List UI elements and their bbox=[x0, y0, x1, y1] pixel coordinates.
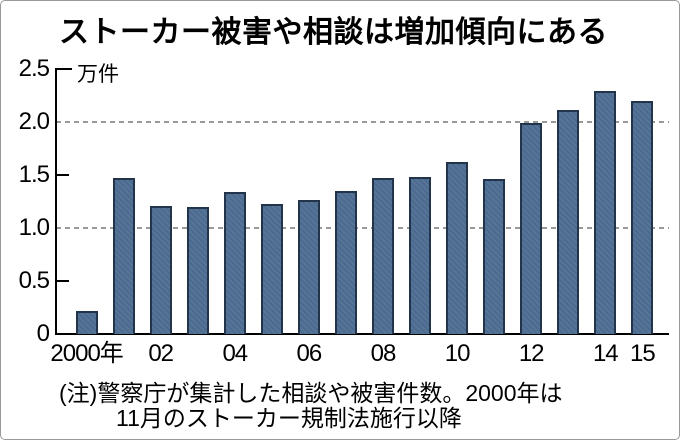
bar-2012 bbox=[520, 123, 542, 334]
x-tick-label-2006: 06 bbox=[296, 340, 323, 367]
x-tick-label-2002: 02 bbox=[148, 340, 174, 367]
bar-2001 bbox=[113, 178, 135, 334]
bar-2004 bbox=[224, 192, 246, 334]
y-tick-1.5 bbox=[56, 174, 69, 176]
y-tick-label-2.0: 2.0 bbox=[18, 108, 50, 135]
y-tick-label-2.5: 2.5 bbox=[18, 55, 50, 82]
chart-title: ストーカー被害や相談は増加傾向にある bbox=[59, 16, 608, 49]
bar-2011 bbox=[483, 179, 505, 334]
y-axis-unit-label: 万件 bbox=[77, 63, 119, 86]
y-axis bbox=[55, 68, 57, 335]
bar-2007 bbox=[335, 191, 357, 334]
bar-2014 bbox=[594, 91, 616, 334]
footnote: (注)警察庁が集計した相談や被害件数。2000年は 11月のストーカー規制法施行… bbox=[59, 381, 562, 431]
y-tick-0.5 bbox=[56, 280, 69, 282]
y-tick-label-1.0: 1.0 bbox=[18, 214, 50, 241]
y-tick-2.5 bbox=[56, 68, 72, 70]
x-tick-label-2008: 08 bbox=[370, 340, 397, 367]
gridline-1 bbox=[56, 227, 669, 229]
footnote-line-1: (注)警察庁が集計した相談や被害件数。2000年は bbox=[59, 380, 563, 406]
x-tick-label-2000: 2000年 bbox=[50, 340, 123, 367]
y-tick-label-0.5: 0.5 bbox=[18, 267, 50, 294]
bar-2002 bbox=[150, 206, 172, 334]
y-tick-label-1.5: 1.5 bbox=[18, 161, 50, 188]
y-tick-label-0: 0 bbox=[36, 320, 50, 347]
x-axis-baseline bbox=[55, 333, 669, 335]
bar-2003 bbox=[187, 207, 209, 334]
x-tick-label-2015: 15 bbox=[629, 340, 656, 367]
bar-2000 bbox=[76, 311, 98, 334]
bar-2005 bbox=[261, 204, 283, 334]
bar-2009 bbox=[409, 177, 431, 334]
bar-2015 bbox=[631, 101, 653, 334]
x-tick-label-2004: 04 bbox=[222, 340, 248, 367]
bar-2010 bbox=[446, 162, 468, 334]
bar-2013 bbox=[557, 110, 579, 334]
bar-2006 bbox=[298, 200, 320, 334]
x-tick-label-2014: 14 bbox=[592, 340, 619, 367]
footnote-line-2: 11月のストーカー規制法施行以降 bbox=[116, 405, 462, 431]
gridline-2 bbox=[56, 121, 669, 123]
x-tick-label-2012: 12 bbox=[518, 340, 545, 367]
bar-2008 bbox=[372, 178, 394, 334]
x-tick-label-2010: 10 bbox=[444, 340, 471, 367]
